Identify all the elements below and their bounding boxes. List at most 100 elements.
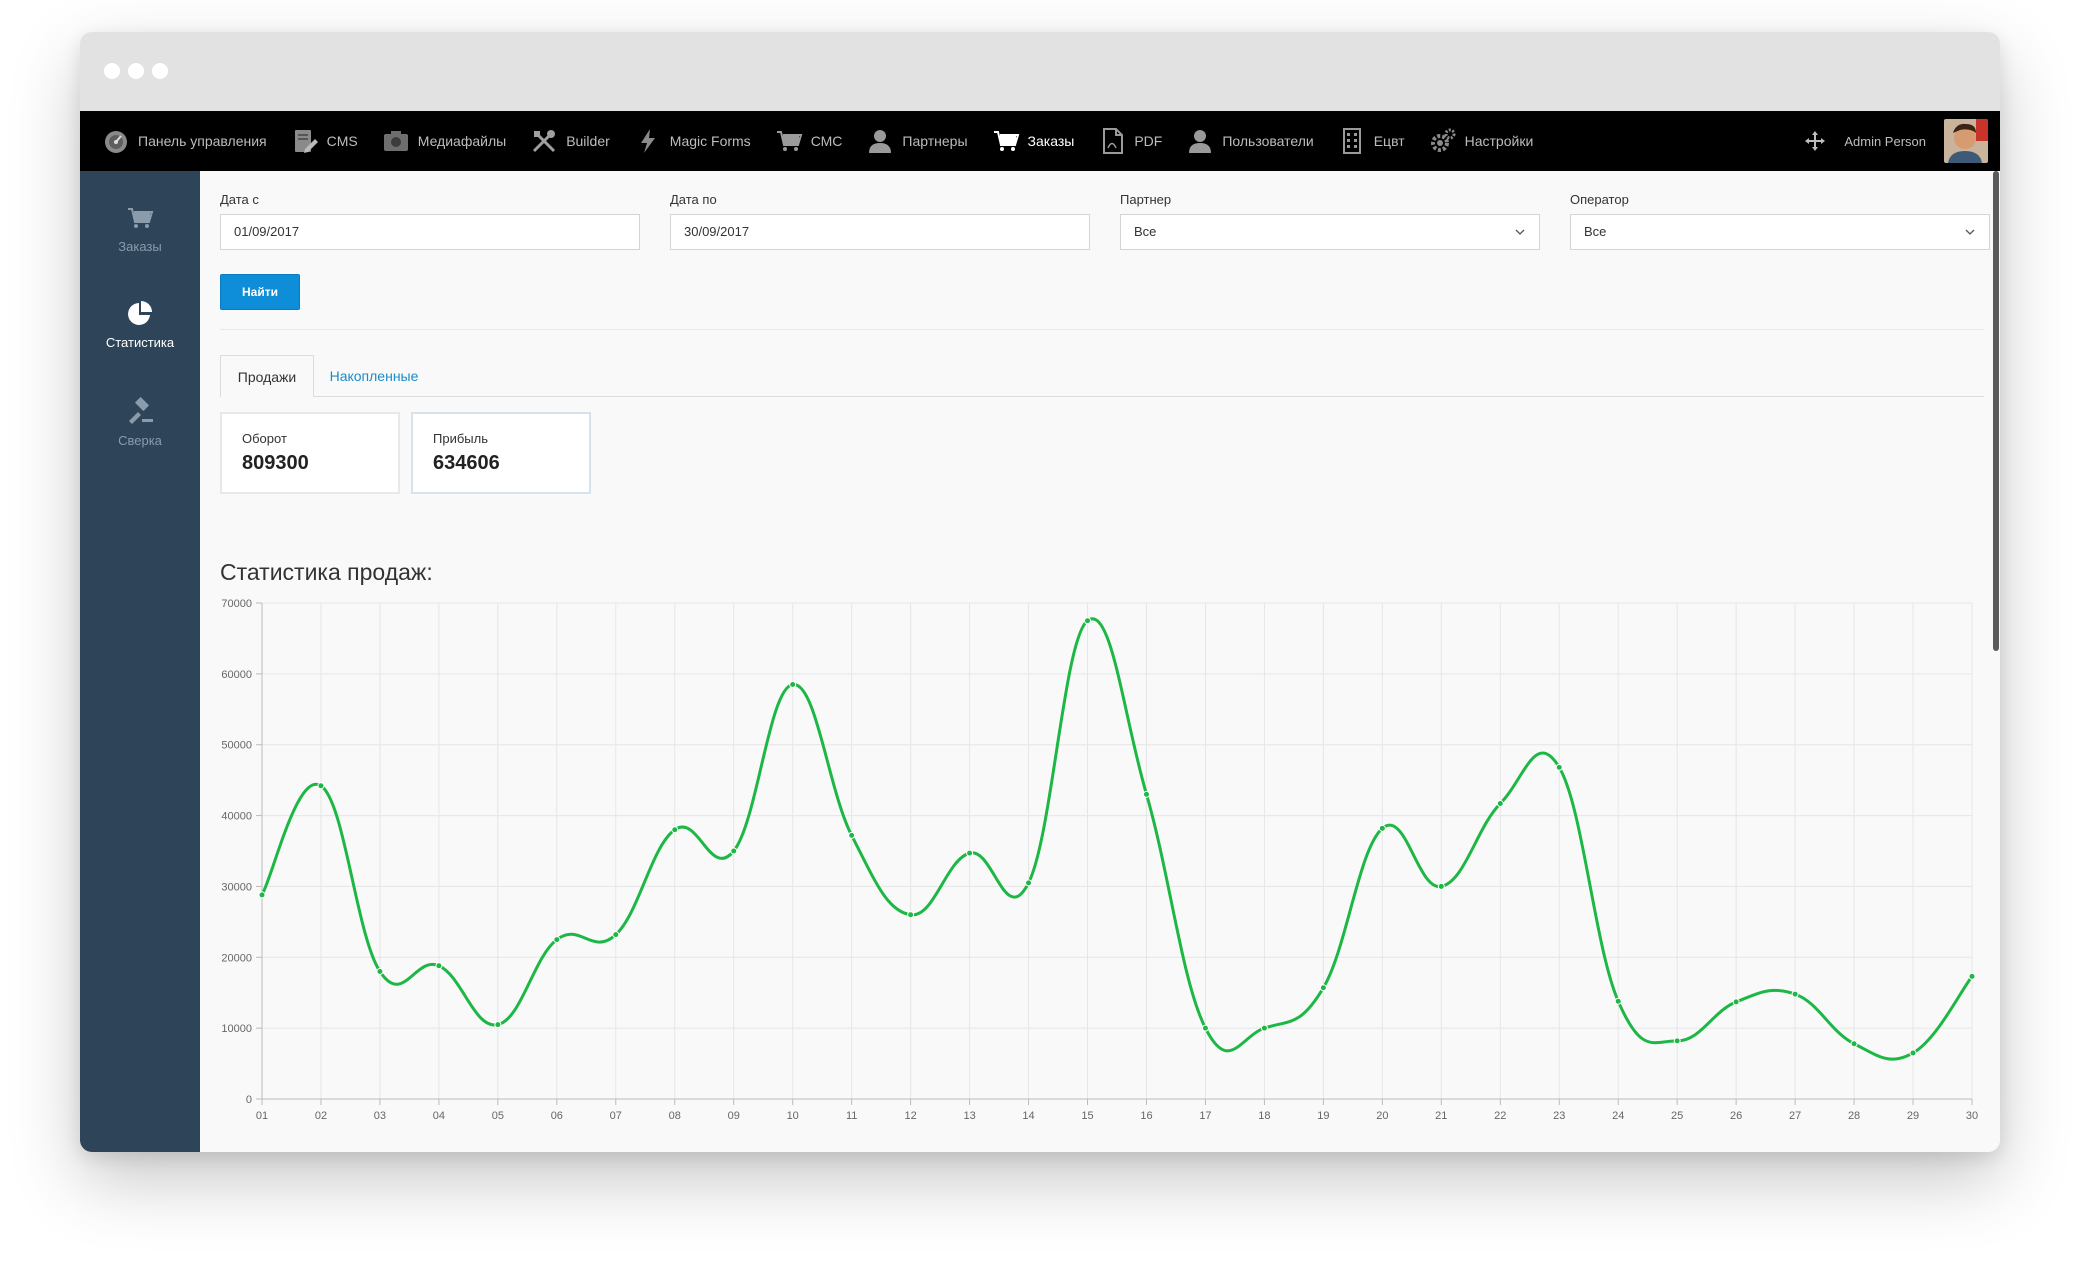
y-tick-label: 50000 — [221, 740, 252, 752]
nav-item-media[interactable]: Медиафайлы — [382, 111, 506, 171]
nav-item-users[interactable]: Пользователи — [1186, 111, 1314, 171]
window-dot-close[interactable] — [104, 63, 120, 79]
divider — [220, 329, 1984, 330]
x-tick-label: 18 — [1258, 1110, 1270, 1122]
x-tick-label: 17 — [1199, 1110, 1211, 1122]
sidebar-item-orders[interactable]: Заказы — [80, 203, 200, 254]
chevron-down-icon — [1965, 229, 1975, 235]
x-tick-label: 24 — [1612, 1110, 1624, 1122]
find-button[interactable]: Найти — [220, 274, 300, 310]
data-point — [1378, 824, 1386, 832]
y-tick-label: 10000 — [221, 1023, 252, 1035]
chevron-down-icon — [1515, 229, 1525, 235]
nav-item-magic-forms[interactable]: Magic Forms — [634, 111, 751, 171]
sidebar-item-statistics[interactable]: Статистика — [80, 299, 200, 350]
data-point — [1437, 882, 1445, 890]
data-point — [730, 847, 738, 855]
x-tick-label: 03 — [374, 1110, 386, 1122]
data-point — [1319, 984, 1327, 992]
data-point — [1496, 800, 1504, 808]
data-point — [848, 831, 856, 839]
date-to-input[interactable]: 30/09/2017 — [670, 214, 1090, 250]
data-point — [789, 680, 797, 688]
nav-item-settings[interactable]: Настройки — [1429, 111, 1533, 171]
data-point — [1673, 1037, 1681, 1045]
data-point — [907, 911, 915, 919]
user-icon — [1186, 127, 1214, 155]
x-tick-label: 12 — [904, 1110, 916, 1122]
nav-item-dashboard[interactable]: Панель управления — [102, 111, 267, 171]
scrollbar-thumb[interactable] — [1993, 171, 1999, 651]
user-menu[interactable]: Admin Person — [1804, 111, 1988, 171]
data-point — [494, 1021, 502, 1029]
chart-title: Статистика продаж: — [220, 559, 433, 585]
browser-window: Панель управления CMS Медиафайлы Builder… — [80, 32, 2000, 1152]
tab-accumulated[interactable]: Накопленные — [329, 368, 419, 384]
data-point — [1614, 997, 1622, 1005]
data-point — [317, 782, 325, 790]
nav-item-pdf[interactable]: PDF — [1098, 111, 1162, 171]
scrollbar[interactable] — [1992, 171, 2000, 1152]
turnover-value: 809300 — [242, 452, 309, 474]
move-arrows-icon[interactable] — [1804, 130, 1826, 152]
nav-item-ecvt[interactable]: Ецвт — [1338, 111, 1405, 171]
x-tick-label: 30 — [1966, 1110, 1978, 1122]
data-point — [966, 849, 974, 857]
main-content: Дата с 01/09/2017 Дата по 30/09/2017 Пар… — [200, 171, 2000, 1152]
tabs-underline — [220, 396, 1984, 397]
turnover-label: Оборот — [242, 431, 287, 446]
x-tick-label: 04 — [433, 1110, 445, 1122]
x-tick-label: 21 — [1435, 1110, 1447, 1122]
gavel-icon — [129, 397, 153, 424]
avatar[interactable] — [1944, 119, 1988, 163]
data-point — [1555, 763, 1563, 771]
date-from-label: Дата с — [220, 192, 259, 207]
data-point — [1732, 998, 1740, 1006]
x-tick-label: 19 — [1317, 1110, 1329, 1122]
y-tick-label: 70000 — [221, 598, 252, 610]
nav-item-builder[interactable]: Builder — [530, 111, 610, 171]
operator-label: Оператор — [1570, 192, 1629, 207]
turnover-card: Оборот 809300 — [220, 412, 400, 494]
x-tick-label: 28 — [1848, 1110, 1860, 1122]
partner-select[interactable]: Все — [1120, 214, 1540, 250]
data-point — [258, 891, 266, 899]
x-tick-label: 01 — [256, 1110, 268, 1122]
data-point — [1201, 1024, 1209, 1032]
x-tick-label: 16 — [1140, 1110, 1152, 1122]
data-point — [376, 967, 384, 975]
media-camera-icon — [382, 127, 410, 155]
series-line — [260, 617, 1974, 1061]
data-point — [1968, 972, 1976, 980]
tab-sales[interactable]: Продажи — [220, 355, 314, 397]
window-titlebar — [80, 32, 2000, 111]
builder-tools-icon — [530, 127, 558, 155]
user-name[interactable]: Admin Person — [1844, 133, 1926, 149]
data-point — [1142, 790, 1150, 798]
date-to-label: Дата по — [670, 192, 717, 207]
nav-item-orders[interactable]: Заказы — [992, 111, 1074, 171]
data-point — [1850, 1040, 1858, 1048]
sidebar-item-reconciliation[interactable]: Сверка — [80, 397, 200, 448]
pie-chart-icon — [128, 301, 152, 325]
x-tick-label: 06 — [551, 1110, 563, 1122]
x-tick-label: 14 — [1022, 1110, 1034, 1122]
nav-item-partners[interactable]: Партнеры — [866, 111, 968, 171]
nav-item-sms[interactable]: СМС — [775, 111, 842, 171]
profit-value: 634606 — [433, 452, 500, 474]
x-tick-label: 08 — [669, 1110, 681, 1122]
x-tick-label: 29 — [1907, 1110, 1919, 1122]
x-tick-label: 10 — [787, 1110, 799, 1122]
date-from-input[interactable]: 01/09/2017 — [220, 214, 640, 250]
y-tick-label: 30000 — [221, 881, 252, 893]
window-dot-maximize[interactable] — [152, 63, 168, 79]
y-tick-label: 20000 — [221, 952, 252, 964]
partner-label: Партнер — [1120, 192, 1172, 207]
operator-select[interactable]: Все — [1570, 214, 1990, 250]
window-dot-minimize[interactable] — [128, 63, 144, 79]
x-tick-label: 23 — [1553, 1110, 1565, 1122]
nav-item-cms[interactable]: CMS — [291, 111, 358, 171]
x-tick-label: 20 — [1376, 1110, 1388, 1122]
data-point — [1084, 617, 1092, 625]
gears-icon — [1429, 127, 1457, 155]
